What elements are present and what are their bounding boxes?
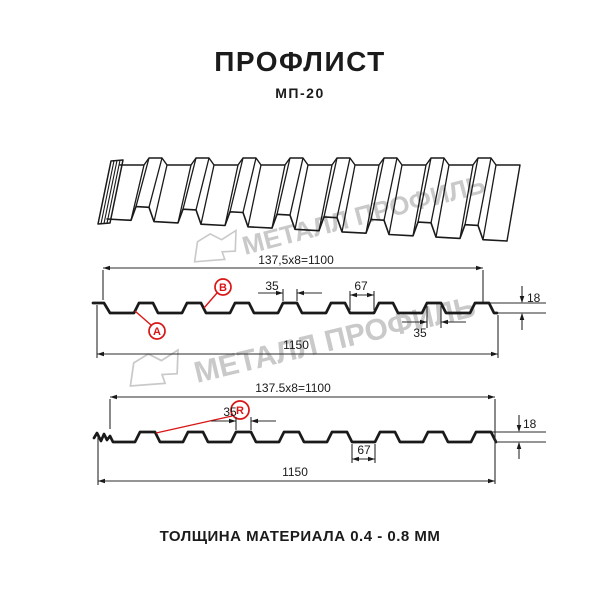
callout-b-letter: B: [219, 282, 227, 294]
profile-model-label: МП-20: [275, 85, 325, 101]
height-dimension-label: 18: [523, 417, 537, 431]
total-width-dimension-label: 1150: [282, 465, 308, 479]
cross-section-bottom-geometry: [92, 394, 546, 485]
sheet-3d-view: [97, 157, 521, 242]
callout-a-letter: A: [153, 326, 161, 338]
module-dimension-label: 137,5x8=1100: [258, 253, 334, 267]
module-dimension-label: 137.5x8=1100: [255, 381, 331, 395]
rib-width-dimension-label: 35: [223, 405, 237, 419]
cross-section-top-geometry: [91, 265, 546, 358]
page-title: ПРОФЛИСТ: [214, 46, 386, 77]
callout-r-letter: R: [236, 405, 244, 417]
total-width-dimension-label: 1150: [283, 338, 309, 352]
material-thickness-note: ТОЛЩИНА МАТЕРИАЛА 0.4 - 0.8 ММ: [159, 528, 441, 545]
rib-gap-dimension-label: 67: [357, 443, 371, 457]
rib-width-bottom-dimension-label: 35: [413, 326, 427, 340]
cross-section-bottom-labels: 137.5x8=1100 35 67 18 1150 R: [223, 381, 536, 479]
cross-section-top-labels: 137,5x8=1100 35 67 18 35 1150 B A: [153, 253, 541, 352]
rib-gap-dimension-label: 67: [354, 279, 368, 293]
rib-width-dimension-label: 35: [265, 279, 279, 293]
height-dimension-label: 18: [527, 291, 541, 305]
